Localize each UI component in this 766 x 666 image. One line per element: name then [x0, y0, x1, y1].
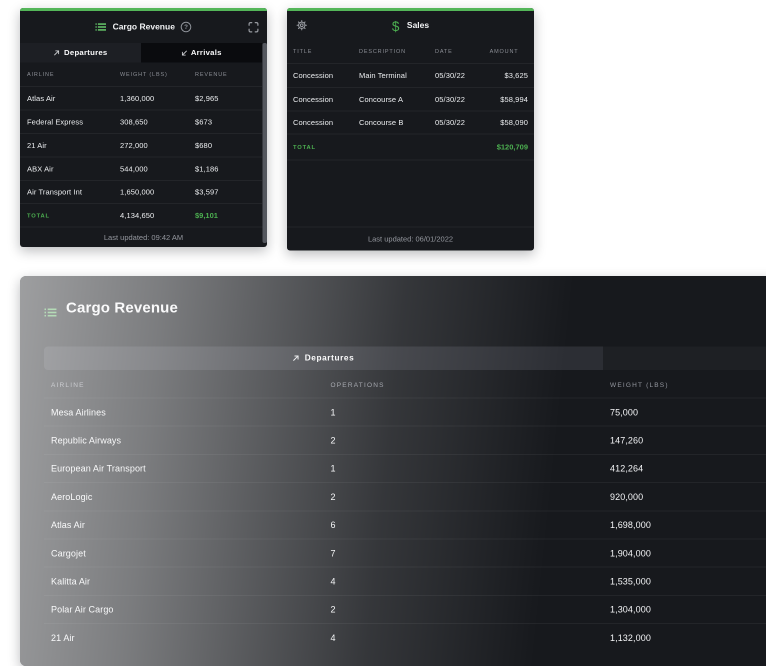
svg-text:?: ?: [184, 24, 188, 31]
